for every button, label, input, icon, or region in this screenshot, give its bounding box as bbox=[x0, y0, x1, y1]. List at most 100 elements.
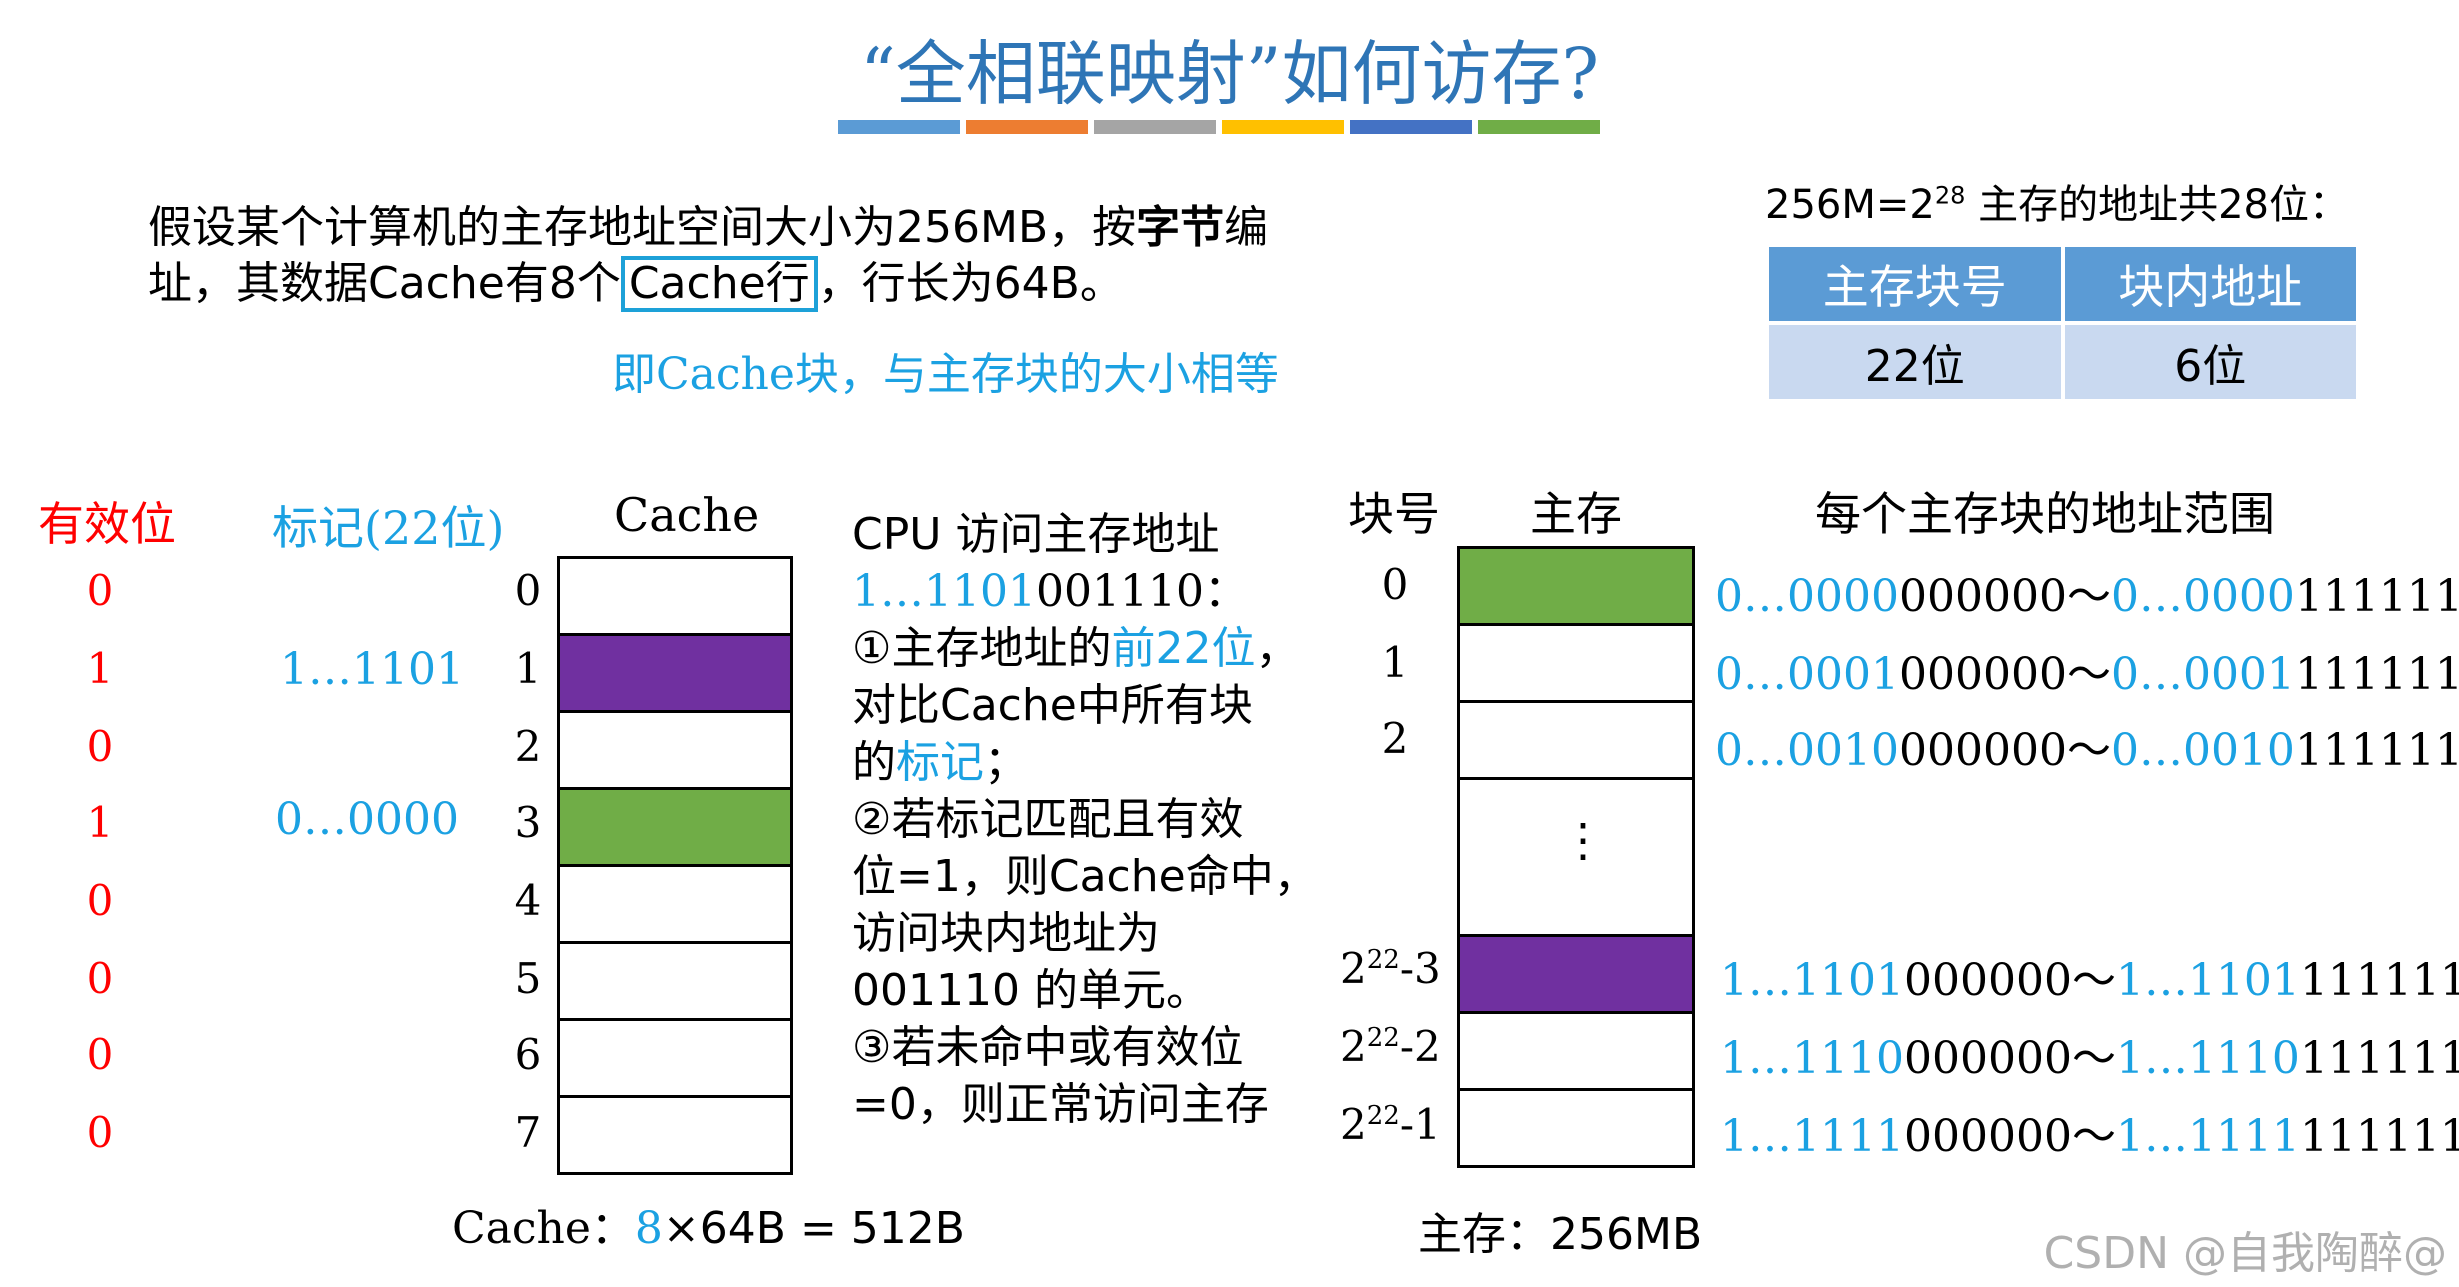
cache-line-index: 4 bbox=[514, 876, 542, 925]
cpu-step-text: 的 bbox=[852, 737, 896, 788]
block-offset: -2 bbox=[1399, 1022, 1441, 1071]
address-range-header: 每个主存块的地址范围 bbox=[1815, 487, 2275, 541]
cache-line bbox=[557, 1095, 793, 1175]
cache-line-index: 5 bbox=[514, 954, 542, 1003]
range-start-block: 0…0001 bbox=[1715, 649, 1899, 700]
valid-bit: 0 bbox=[86, 876, 114, 925]
cpu-step-line: 访问块内地址为 bbox=[852, 908, 1160, 959]
problem-bold: 字节 bbox=[1136, 202, 1225, 253]
caption-text: 主存的地址共28位： bbox=[1965, 182, 2349, 228]
valid-bit: 1 bbox=[86, 644, 114, 693]
range-start-offset: 000000 bbox=[1898, 649, 2067, 700]
valid-bit-header: 有效位 bbox=[38, 497, 176, 551]
valid-bit: 0 bbox=[86, 722, 114, 771]
range-start-block: 1…1110 bbox=[1720, 1033, 1904, 1084]
memory-block-number: 222-1 bbox=[1340, 1100, 1441, 1149]
block-address-range: 0…0001000000～0…0001111111 bbox=[1715, 638, 2459, 702]
address-caption: 256M=228 主存的地址共28位： bbox=[1765, 172, 2349, 230]
block-address-range: 1…1110000000～1…1110111111 bbox=[1720, 1022, 2459, 1086]
cache-line bbox=[557, 787, 793, 867]
range-start-offset: 000000 bbox=[1903, 1033, 2072, 1084]
block-number-bits: 22位 bbox=[1769, 325, 2061, 399]
title-bar-5 bbox=[1350, 120, 1472, 134]
caption-exponent: 28 bbox=[1934, 181, 1966, 210]
cpu-step-line: =0，则正常访问主存 bbox=[852, 1079, 1269, 1130]
range-end-block: 0…0010 bbox=[2110, 725, 2295, 776]
tag-value: 1…1101 bbox=[280, 644, 464, 695]
cpu-step-text: ①主存地址的 bbox=[852, 623, 1112, 674]
cpu-step-highlight: 标记 bbox=[896, 737, 984, 788]
slide-title: “全相联映射”如何访存? bbox=[859, 33, 1600, 115]
cache-size-value: ×64B = 512B bbox=[662, 1203, 965, 1254]
cache-block-note: 即Cache块，与主存块的大小相等 bbox=[612, 349, 1279, 400]
cache-line-index: 0 bbox=[514, 566, 542, 615]
cache-line bbox=[557, 633, 793, 713]
cpu-step-line: 的标记； bbox=[852, 734, 1318, 791]
problem-line-2: 址，其数据Cache有8个 Cache行 ，行长为64B。 bbox=[148, 256, 1268, 312]
title-bar-6 bbox=[1478, 120, 1600, 134]
block-offset-bits: 6位 bbox=[2064, 325, 2356, 399]
cache-size-formula: Cache：8×64B = 512B bbox=[452, 1192, 965, 1256]
range-start-offset: 000000 bbox=[1898, 571, 2067, 622]
cpu-step-line: 001110 的单元。 bbox=[852, 965, 1210, 1016]
range-separator: ～ bbox=[2066, 649, 2111, 700]
range-start-block: 1…1101 bbox=[1720, 955, 1904, 1006]
range-end-offset: 111111 bbox=[2294, 725, 2459, 776]
title-bar-3 bbox=[1094, 120, 1216, 134]
caption-text: 256M=2 bbox=[1765, 182, 1935, 228]
memory-block-number: 1 bbox=[1381, 638, 1409, 687]
title-bar-2 bbox=[966, 120, 1088, 134]
block-address-range: 1…1101000000～1…1101111111 bbox=[1720, 944, 2459, 1008]
address-tag-part: 1…1101 bbox=[852, 566, 1036, 617]
memory-block bbox=[1457, 546, 1695, 626]
memory-block bbox=[1457, 934, 1695, 1014]
range-end-block: 1…1101 bbox=[2115, 955, 2300, 1006]
address-offset-part: 001110： bbox=[1035, 566, 1248, 617]
title-color-bars bbox=[838, 120, 1600, 134]
cache-title: Cache bbox=[614, 488, 760, 542]
cache-line bbox=[557, 1018, 793, 1098]
block-base: 2 bbox=[1340, 1100, 1367, 1149]
cpu-step-highlight: 前22位 bbox=[1111, 623, 1256, 674]
cache-line-index: 7 bbox=[514, 1108, 542, 1157]
block-number-header: 主存块号 bbox=[1769, 247, 2061, 321]
block-exponent: 22 bbox=[1366, 1023, 1400, 1053]
valid-bit: 0 bbox=[86, 566, 114, 615]
block-base: 2 bbox=[1340, 1022, 1367, 1071]
cpu-step-line: 位=1，则Cache命中， bbox=[852, 851, 1318, 902]
valid-bit: 0 bbox=[86, 1108, 114, 1157]
memory-block bbox=[1457, 623, 1695, 703]
cache-line-index: 6 bbox=[514, 1030, 542, 1079]
range-end-block: 1…1111 bbox=[2115, 1111, 2300, 1162]
range-separator: ～ bbox=[2071, 1033, 2116, 1084]
memory-block-number: 222-3 bbox=[1340, 944, 1441, 993]
cache-row-highlight: Cache行 bbox=[620, 256, 818, 312]
cache-line bbox=[557, 864, 793, 944]
cpu-access-steps: CPU 访问主存地址 1…1101001110： ①主存地址的前22位， 对比C… bbox=[852, 506, 1318, 1133]
cpu-step-line: 对比Cache中所有块 bbox=[852, 680, 1253, 731]
range-end-block: 1…1110 bbox=[2115, 1033, 2300, 1084]
cache-size-label: Cache： bbox=[452, 1203, 635, 1254]
cpu-step-text: ， bbox=[1255, 623, 1300, 674]
block-base: 2 bbox=[1340, 944, 1367, 993]
ellipsis-dots: ⋮ bbox=[1560, 813, 1606, 867]
range-start-block: 1…1111 bbox=[1720, 1111, 1904, 1162]
range-end-offset: 111111 bbox=[2294, 649, 2459, 700]
block-address-range: 0…0000000000～0…0000111111 bbox=[1715, 560, 2459, 624]
range-separator: ～ bbox=[2066, 571, 2111, 622]
range-separator: ～ bbox=[2071, 955, 2116, 1006]
range-start-offset: 000000 bbox=[1903, 955, 2072, 1006]
cache-line-index: 1 bbox=[514, 644, 542, 693]
range-start-offset: 000000 bbox=[1898, 725, 2067, 776]
block-offset: -3 bbox=[1399, 944, 1441, 993]
valid-bit: 0 bbox=[86, 1030, 114, 1079]
csdn-watermark: CSDN @自我陶醉@ bbox=[2043, 1228, 2447, 1279]
problem-text: 编 bbox=[1224, 202, 1269, 253]
problem-text: 址，其数据Cache有8个 bbox=[148, 258, 621, 309]
title-bar-4 bbox=[1222, 120, 1344, 134]
block-offset: -1 bbox=[1399, 1100, 1441, 1149]
problem-line-1: 假设某个计算机的主存地址空间大小为256MB，按字节编 bbox=[148, 200, 1268, 256]
range-end-block: 0…0000 bbox=[2110, 571, 2295, 622]
cache-line bbox=[557, 941, 793, 1021]
block-offset-header: 块内地址 bbox=[2064, 247, 2356, 321]
